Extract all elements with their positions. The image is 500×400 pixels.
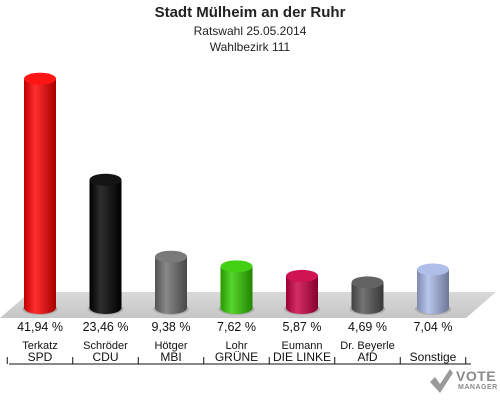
value-label: 9,38 % — [152, 320, 191, 334]
chart-subtitle: Ratswahl 25.05.2014 — [193, 24, 307, 38]
logo-text-manager: MANAGER — [458, 384, 498, 391]
bar-body — [155, 256, 187, 314]
bar-top — [220, 260, 253, 273]
value-label: 5,87 % — [283, 320, 322, 334]
bar-spd — [22, 72, 58, 315]
bar-body — [220, 266, 253, 314]
bar-body — [89, 179, 122, 314]
value-label: 7,62 % — [217, 320, 256, 334]
logo-text-vote: VOTE — [456, 368, 497, 384]
bar-mbi — [153, 250, 189, 315]
candidate-label: Hötger — [154, 340, 187, 352]
bar-top — [286, 269, 318, 282]
bar-body — [286, 275, 318, 314]
bar-top — [351, 276, 384, 289]
party-label: MBI — [160, 350, 181, 364]
bar-afd — [349, 276, 386, 315]
value-label: 4,69 % — [348, 320, 387, 334]
party-label: CDU — [93, 350, 119, 364]
bar-cdu — [87, 173, 124, 315]
bar-grüne — [218, 260, 255, 315]
value-label: 41,94 % — [17, 320, 63, 334]
chart-title: Stadt Mülheim an der Ruhr — [154, 4, 346, 21]
party-label: Sonstige — [410, 350, 457, 364]
bar-body — [417, 269, 449, 314]
bar-die-linke — [284, 269, 320, 315]
candidate-label: Dr. Beyerle — [340, 340, 394, 352]
candidate-label: Lohr — [225, 340, 247, 352]
bar-body — [24, 78, 56, 314]
bar-top — [155, 250, 187, 263]
bar-top — [417, 263, 449, 276]
candidate-label: Terkatz — [22, 340, 57, 352]
candidate-label: Schröder — [83, 340, 128, 352]
bar-top — [24, 72, 56, 85]
party-label: GRÜNE — [215, 350, 258, 364]
bar-top — [89, 173, 122, 186]
vote-manager-logo: VOTE MANAGER — [428, 366, 498, 396]
party-label: AfD — [357, 350, 377, 364]
bar-body — [351, 282, 384, 314]
value-label: 23,46 % — [83, 320, 129, 334]
chart-district: Wahlbezirk 111 — [209, 40, 291, 54]
candidate-label: Eumann — [282, 340, 323, 352]
checkmark-icon — [430, 369, 453, 393]
bar-sonstige — [415, 263, 451, 315]
party-label: SPD — [28, 350, 53, 364]
value-label: 7,04 % — [414, 320, 453, 334]
party-label: DIE LINKE — [273, 350, 331, 364]
